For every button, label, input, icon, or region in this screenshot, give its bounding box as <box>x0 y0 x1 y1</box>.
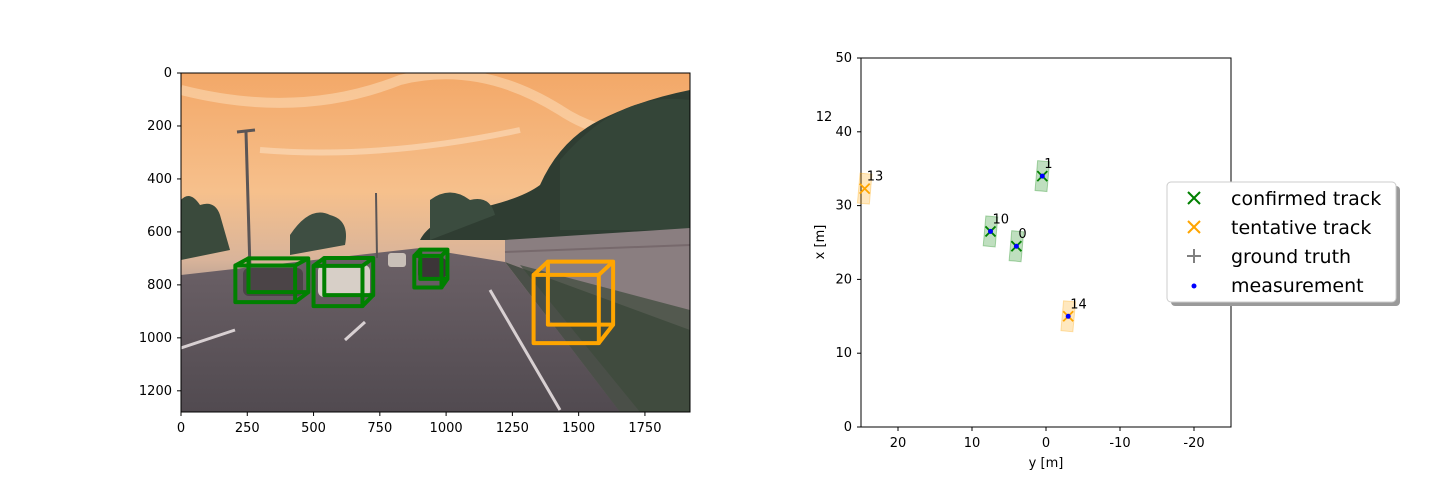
track-id-label: 12 <box>816 110 833 125</box>
plot-x-tick-label: -10 <box>1109 436 1130 451</box>
image-x-tick-label: 1250 <box>496 421 529 436</box>
legend-items: confirmed track tentative track ground tru… <box>1187 188 1381 297</box>
legend-x-marker <box>1187 191 1201 205</box>
measurement-point <box>1039 173 1045 179</box>
legend-x-marker <box>1187 220 1201 234</box>
image-y-tick-label: 200 <box>147 119 172 134</box>
image-y-tick-label: 800 <box>147 278 172 293</box>
legend-label: measurement <box>1231 275 1364 297</box>
image-y-tick-label: 400 <box>147 172 172 187</box>
track-id-label: 10 <box>993 212 1010 227</box>
image-x-tick-label: 1000 <box>430 421 463 436</box>
track-id-label: 0 <box>1018 227 1026 242</box>
legend-entry: measurement <box>1191 275 1364 297</box>
image-x-tick-label: 250 <box>235 421 260 436</box>
plot-x-tick-label: 0 <box>1042 436 1050 451</box>
legend-entry: tentative track <box>1187 217 1371 239</box>
image-y-axis: 0 200 400 600 800 1000 1200 <box>139 66 181 399</box>
measurement-point <box>1065 313 1071 319</box>
plot-y-tick-label: 0 <box>844 420 852 435</box>
plot-x-tick-label: 10 <box>964 436 981 451</box>
plot-x-axis: 20 10 0 -10 -20 <box>890 427 1205 451</box>
measurement-point <box>988 228 993 234</box>
plot-y-axis-label: x [m] <box>813 225 828 260</box>
camera-photo <box>181 73 690 412</box>
image-x-axis: 0 250 500 750 1000 1250 1500 1750 <box>177 412 661 436</box>
bounding-box-confirmed <box>233 256 311 305</box>
camera-image-panel: 0 250 500 750 1000 1250 1500 1750 0 200 400 600 800… <box>139 66 691 436</box>
plot-x-axis-label: y [m] <box>1029 456 1064 471</box>
plot-y-tick-label: 50 <box>835 51 852 66</box>
image-y-tick-label: 0 <box>164 66 172 81</box>
legend-label: confirmed track <box>1231 188 1381 210</box>
image-x-tick-label: 1750 <box>628 421 661 436</box>
legend-label: ground truth <box>1231 246 1351 268</box>
plot-y-tick-label: 20 <box>835 272 852 287</box>
image-y-tick-label: 1000 <box>139 331 172 346</box>
track-marker-tentative <box>859 182 871 195</box>
bounding-box-confirmed <box>311 255 376 309</box>
bounding-boxes-layer <box>233 247 616 346</box>
track-id-label: 1 <box>1044 157 1052 172</box>
plot-y-tick-label: 40 <box>835 125 852 140</box>
plot-y-tick-label: 30 <box>835 199 852 214</box>
plot-y-tick-label: 10 <box>835 346 852 361</box>
plot-y-axis: 0 10 20 30 40 50 <box>835 51 861 435</box>
bounding-box-tentative <box>531 259 616 346</box>
image-x-tick-label: 1500 <box>562 421 595 436</box>
legend-plus-marker <box>1187 249 1201 263</box>
image-x-tick-label: 750 <box>367 421 392 436</box>
legend-entry: confirmed track <box>1187 188 1381 210</box>
image-frame <box>180 72 691 413</box>
track-id-label: 13 <box>867 170 884 185</box>
legend-box <box>1166 181 1397 303</box>
tracks-layer: 1 10 0 13 14 12 <box>816 110 1087 333</box>
bounding-box-confirmed <box>412 247 450 290</box>
plot-x-tick-label: -20 <box>1183 436 1204 451</box>
legend-entry: ground truth <box>1187 246 1351 268</box>
legend-label: tentative track <box>1231 217 1371 239</box>
track-id-label: 14 <box>1070 297 1087 312</box>
legend-dot-marker <box>1191 283 1197 289</box>
image-x-tick-label: 0 <box>177 421 185 436</box>
image-y-tick-label: 600 <box>147 225 172 240</box>
legend: confirmed track tentative track ground tru… <box>1166 181 1400 306</box>
image-y-tick-label: 1200 <box>139 384 172 399</box>
measurement-point <box>1013 243 1019 249</box>
plot-x-tick-label: 20 <box>890 436 907 451</box>
image-x-tick-label: 500 <box>301 421 326 436</box>
